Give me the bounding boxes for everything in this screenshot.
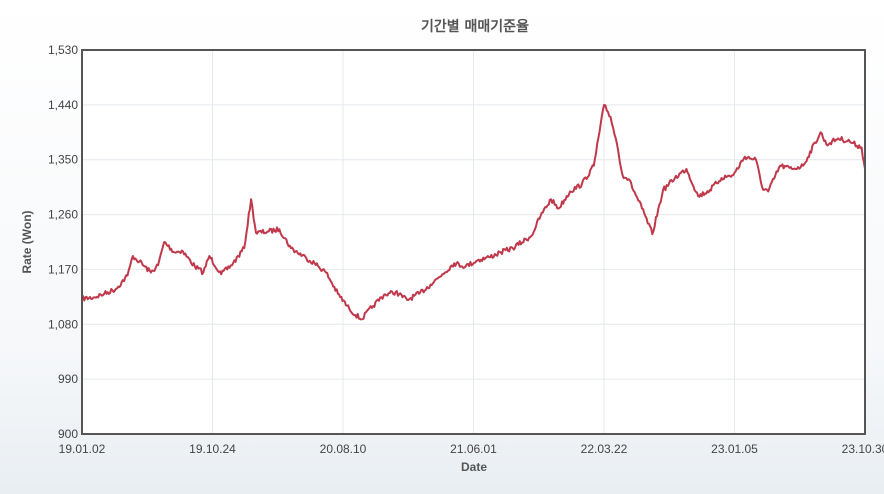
y-tick-label: 990 (58, 372, 78, 386)
series-line (81, 103, 866, 321)
y-tick-label: 1,170 (48, 262, 78, 276)
y-tick-label: 1,080 (48, 317, 78, 331)
x-axis-label: Date (461, 460, 487, 474)
y-tick-label: 1,260 (48, 208, 78, 222)
x-tick-label: 23.10.30 (842, 442, 884, 456)
plot-border (81, 49, 866, 435)
y-tick-label: 900 (58, 427, 78, 441)
y-tick-label: 1,350 (48, 153, 78, 167)
x-tick-label: 22.03.22 (581, 442, 628, 456)
y-axis-ticks: 900 990 1,080 1,170 1,260 1,350 1,440 1,530 (48, 43, 78, 441)
y-tick-label: 1,440 (48, 98, 78, 112)
y-tick-label: 1,530 (48, 43, 78, 57)
x-tick-label: 19.01.02 (59, 442, 106, 456)
chart-title: 기간별 매매기준율 (421, 18, 529, 35)
x-tick-label: 20.08.10 (320, 442, 367, 456)
y-axis-label: Rate (Won) (20, 210, 34, 273)
x-tick-label: 21.06.01 (450, 442, 497, 456)
x-axis-ticks: 19.01.02 19.10.24 20.08.10 21.06.01 22.03.22… (59, 442, 884, 456)
x-tick-label: 19.10.24 (189, 442, 236, 456)
x-tick-label: 23.01.05 (711, 442, 758, 456)
